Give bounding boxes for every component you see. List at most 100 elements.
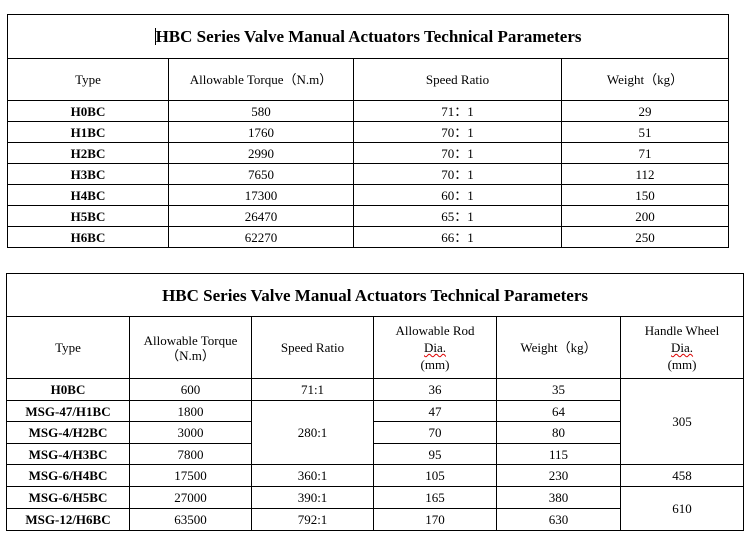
cell-speed-ratio: 60：1 <box>353 184 562 206</box>
table-row: MSG-6/H4BC 17500 360:1 105 230 458 <box>6 464 745 487</box>
cell-torque: 3000 <box>129 421 252 444</box>
cell-speed-ratio: 70：1 <box>353 121 562 143</box>
cell-type: H3BC <box>7 163 169 185</box>
cell-weight: 71 <box>560 142 730 164</box>
cell-weight: 80 <box>496 421 621 444</box>
cell-weight: 112 <box>560 163 730 185</box>
cell-torque: 7650 <box>168 163 354 185</box>
table-row: H3BC 7650 70：1 112 <box>7 163 730 185</box>
header-row: Type Allowable Torque （N.m） Speed Ratio A… <box>6 316 745 379</box>
table-title-text: HBC Series Valve Manual Actuators Techni… <box>155 27 582 46</box>
cell-torque: 1800 <box>129 400 252 422</box>
table-title: HBC Series Valve Manual Actuators Techni… <box>5 273 745 317</box>
table-row: H4BC 17300 60：1 150 <box>7 184 730 206</box>
cell-weight: 35 <box>496 378 621 401</box>
header-torque-line2: （N.m） <box>166 347 215 363</box>
table-row: MSG-12/H6BC 63500 792:1 170 630 <box>6 508 744 531</box>
text-cursor <box>154 28 156 45</box>
cell-type: MSG-12/H6BC <box>6 508 130 531</box>
cell-weight: 115 <box>496 443 621 465</box>
cell-rod-dia: 47 <box>373 400 497 422</box>
header-rod-line3: (mm) <box>420 357 450 372</box>
cell-speed-ratio: 390:1 <box>251 486 374 509</box>
header-wheel-line3: (mm) <box>667 357 697 372</box>
table-row: H5BC 26470 65：1 200 <box>7 205 730 227</box>
header-speed-ratio: Speed Ratio <box>251 316 374 379</box>
table-row: H0BC 600 71:1 36 35 305 <box>6 378 745 465</box>
header-type: Type <box>6 316 130 379</box>
cell-speed-ratio: 70：1 <box>353 163 562 185</box>
cell-torque: 2990 <box>168 142 354 164</box>
cell-weight: 250 <box>560 226 730 248</box>
cell-rod-dia: 36 <box>373 378 497 401</box>
cell-type: H0BC <box>7 100 169 122</box>
cell-rod-dia: 165 <box>373 486 497 509</box>
header-wheel-line2: Dia. <box>671 340 694 355</box>
cell-weight: 51 <box>560 121 730 143</box>
header-weight: Weight（kg） <box>560 58 730 101</box>
cell-weight: 630 <box>496 508 621 531</box>
cell-speed-ratio: 792:1 <box>251 508 374 531</box>
cell-speed-ratio: 280:1 <box>251 400 374 465</box>
cell-weight: 150 <box>560 184 730 206</box>
header-speed-ratio: Speed Ratio <box>353 58 562 101</box>
cell-type: H0BC <box>6 378 130 401</box>
header-weight: Weight（kg） <box>496 316 621 379</box>
cell-rod-dia: 70 <box>373 421 497 444</box>
cell-speed-ratio: 66：1 <box>353 226 562 248</box>
header-rod-dia: Allowable Rod Dia. (mm) <box>373 316 497 379</box>
cell-rod-dia: 170 <box>373 508 497 531</box>
cell-weight: 380 <box>496 486 621 509</box>
cell-speed-ratio: 71：1 <box>353 100 562 122</box>
cell-torque: 63500 <box>129 508 252 531</box>
cell-type: H6BC <box>7 226 169 248</box>
cell-weight: 29 <box>560 100 730 122</box>
cell-torque: 62270 <box>168 226 354 248</box>
header-torque: Allowable Torque（N.m） <box>129 316 252 379</box>
cell-weight: 200 <box>560 205 730 227</box>
cell-rod-dia: 95 <box>373 443 497 465</box>
cell-type: H2BC <box>7 142 169 164</box>
cell-torque: 17500 <box>129 464 252 487</box>
cell-wheel-dia: 305 <box>619 378 745 465</box>
cell-torque: 580 <box>168 100 354 122</box>
table-row: MSG-47/H1BC 1800 280:1 47 64 <box>6 400 744 465</box>
cell-rod-dia: 105 <box>373 464 497 487</box>
cell-torque: 1760 <box>168 121 354 143</box>
table-row: H1BC 1760 70：1 51 <box>7 121 730 143</box>
header-wheel-line1: Handle Wheel <box>644 323 720 338</box>
header-rod-line1: Allowable Rod <box>395 323 475 338</box>
cell-type: MSG-6/H5BC <box>6 486 130 509</box>
cell-type: H5BC <box>7 205 169 227</box>
cell-torque: 26470 <box>168 205 354 227</box>
cell-speed-ratio: 71:1 <box>251 378 374 401</box>
cell-wheel-dia: 458 <box>619 464 745 487</box>
header-type: Type <box>7 58 169 101</box>
header-torque: Allowable Torque（N.m） <box>168 58 354 101</box>
table-row: MSG-6/H5BC 27000 390:1 165 380 610 <box>6 486 745 531</box>
parameters-table-2: HBC Series Valve Manual Actuators Techni… <box>5 273 745 531</box>
cell-torque: 600 <box>129 378 252 401</box>
table-row: H2BC 2990 70：1 71 <box>7 142 730 164</box>
cell-type: MSG-4/H2BC <box>6 421 130 444</box>
header-row: Type Allowable Torque（N.m） Speed Ratio W… <box>7 58 730 101</box>
table-row: H6BC 62270 66：1 250 <box>7 226 730 248</box>
cell-type: H4BC <box>7 184 169 206</box>
header-torque-line1: Allowable Torque <box>143 332 238 348</box>
cell-type: MSG-6/H4BC <box>6 464 130 487</box>
cell-type: MSG-47/H1BC <box>6 400 130 422</box>
cell-torque: 7800 <box>129 443 252 465</box>
cell-speed-ratio: 360:1 <box>251 464 374 487</box>
cell-weight: 64 <box>496 400 621 422</box>
cell-speed-ratio: 70：1 <box>353 142 562 164</box>
header-wheel-dia: Handle Wheel Dia. (mm) <box>619 316 745 379</box>
table-row: H0BC 580 71：1 29 <box>7 100 730 122</box>
cell-weight: 230 <box>496 464 621 487</box>
table-title: HBC Series Valve Manual Actuators Techni… <box>6 14 730 59</box>
parameters-table-1: HBC Series Valve Manual Actuators Techni… <box>6 14 730 248</box>
cell-torque: 27000 <box>129 486 252 509</box>
cell-type: MSG-4/H3BC <box>6 443 130 465</box>
header-rod-line2: Dia. <box>423 340 447 355</box>
cell-type: H1BC <box>7 121 169 143</box>
cell-wheel-dia: 610 <box>619 486 745 531</box>
